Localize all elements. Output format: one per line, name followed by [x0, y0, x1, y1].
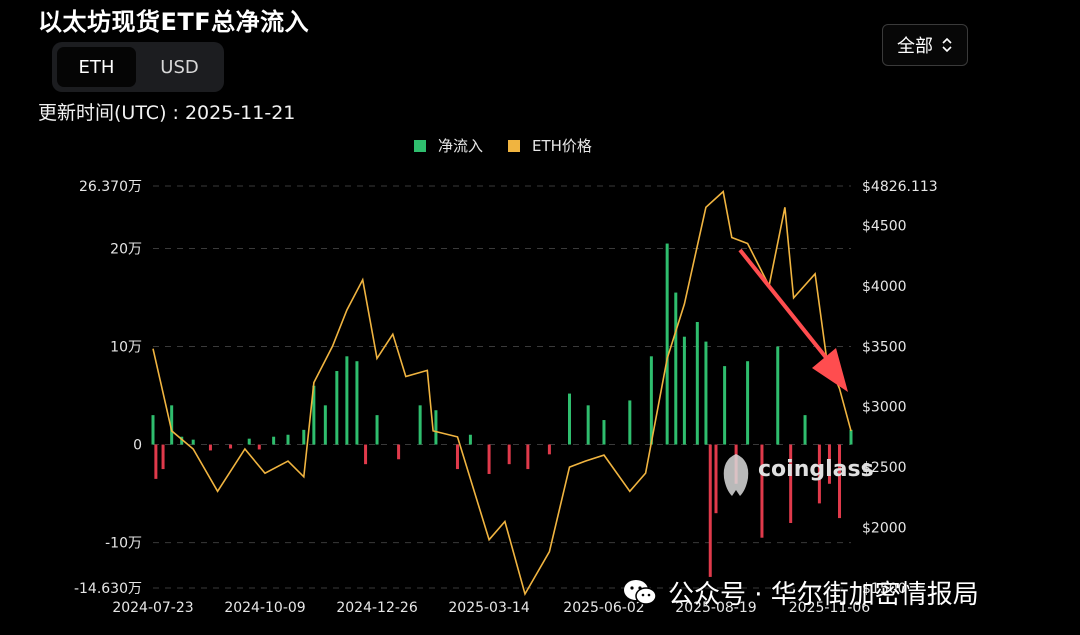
flow-bar [704, 341, 708, 445]
flow-bar [180, 436, 184, 445]
watermark-text: 公众号 · 华尔街加密情报局 [668, 580, 979, 610]
wechat-watermark: 公众号 · 华尔街加密情报局 [622, 574, 979, 611]
y-left-tick-label: 20万 [110, 241, 142, 257]
flow-bar [849, 429, 853, 445]
flow-bar [746, 361, 750, 445]
flow-bar [628, 400, 632, 445]
flow-bar [803, 415, 807, 445]
x-tick-label: 2025-08-19 [675, 600, 756, 616]
flow-bar [161, 444, 165, 470]
flow-bar [526, 444, 530, 470]
flow-bar [695, 321, 699, 445]
x-tick-label: 2025-03-14 [448, 600, 529, 616]
price-line [152, 190, 852, 597]
legend-swatch-price [508, 140, 520, 152]
legend-swatch-inflow [414, 140, 426, 152]
flow-bar [602, 420, 606, 445]
trend-arrow-head [812, 348, 848, 392]
flow-bar [170, 405, 174, 445]
flow-bar [586, 405, 590, 445]
flow-bar [323, 405, 327, 445]
trend-arrow-shaft [738, 248, 830, 362]
flow-bar [789, 444, 793, 523]
flow-bar [682, 336, 686, 445]
y-right-tick-label: $1500 [862, 581, 907, 597]
page-title: 以太坊现货ETF总净流入 [38, 8, 310, 36]
flow-bar [723, 366, 727, 445]
y-right-tick-label: $4500 [862, 218, 907, 234]
flow-bar [151, 415, 155, 445]
x-tick-label: 2025-06-02 [563, 600, 644, 616]
flow-bar [208, 444, 212, 451]
flow-bar [760, 444, 764, 538]
flow-bar [714, 444, 718, 514]
y-right-tick-label: $3000 [862, 400, 907, 416]
flow-bar [272, 436, 276, 445]
coinglass-logo-icon [723, 454, 749, 496]
flow-bar [191, 439, 195, 445]
flow-bar [708, 444, 712, 577]
flow-bar [838, 444, 842, 519]
y-left-tick-label: -10万 [105, 536, 142, 552]
y-left-tick-label: 26.370万 [79, 179, 142, 195]
flow-bar [547, 444, 551, 455]
flow-bar [568, 393, 572, 445]
wechat-icon [624, 579, 657, 605]
flow-bar [507, 444, 511, 465]
y-left-tick-label: 10万 [110, 340, 142, 356]
coinglass-brand-text: coinglass [758, 457, 874, 482]
flow-bar [257, 444, 261, 450]
unit-usd-button[interactable]: USD [160, 56, 199, 78]
legend-label-price: ETH价格 [532, 137, 592, 155]
flow-bar [776, 346, 780, 445]
flow-bar [665, 243, 669, 445]
range-select-value: 全部 [897, 36, 933, 57]
flow-bar [817, 444, 821, 504]
flow-bar [355, 361, 359, 445]
flow-bar [397, 444, 401, 460]
y-left-tick-label: 0 [133, 438, 142, 454]
legend-label-inflow: 净流入 [438, 137, 483, 155]
chevron-updown-icon [942, 37, 952, 53]
flow-bar [312, 385, 316, 445]
flow-bar [418, 405, 422, 445]
y-right-tick-label: $4000 [862, 279, 907, 295]
x-tick-label: 2024-07-23 [112, 600, 193, 616]
flow-bar [154, 444, 158, 479]
flow-bar [286, 434, 290, 445]
updated-timestamp: 更新时间(UTC) : 2025-11-21 [38, 102, 296, 124]
flow-bar [229, 444, 233, 449]
y-left-tick-label: -14.630万 [74, 581, 142, 597]
flow-bar [468, 434, 472, 445]
y-right-tick-label: $3500 [862, 339, 907, 355]
flow-bar [302, 429, 306, 445]
flow-bar [247, 438, 251, 445]
unit-toggle: ETH USD [52, 42, 224, 92]
x-tick-label: 2024-10-09 [224, 600, 305, 616]
flow-bar [364, 444, 368, 465]
flow-bar [827, 444, 831, 484]
range-select[interactable]: 全部 [882, 24, 968, 66]
y-right-tick-label: $4826.113 [862, 179, 938, 195]
flow-bar [375, 415, 379, 445]
flow-bar [487, 444, 491, 474]
unit-eth-button[interactable]: ETH [57, 47, 136, 87]
flow-bar [434, 410, 438, 445]
y-right-tick-label: $2500 [862, 460, 907, 476]
x-tick-label: 2024-12-26 [336, 600, 417, 616]
flow-bar [674, 292, 678, 445]
flow-bar [335, 371, 339, 445]
y-right-tick-label: $2000 [862, 521, 907, 537]
flow-bar [649, 356, 653, 445]
x-tick-label: 2025-11-06 [789, 600, 870, 616]
flow-bar [345, 356, 349, 445]
flow-bar [455, 444, 459, 470]
